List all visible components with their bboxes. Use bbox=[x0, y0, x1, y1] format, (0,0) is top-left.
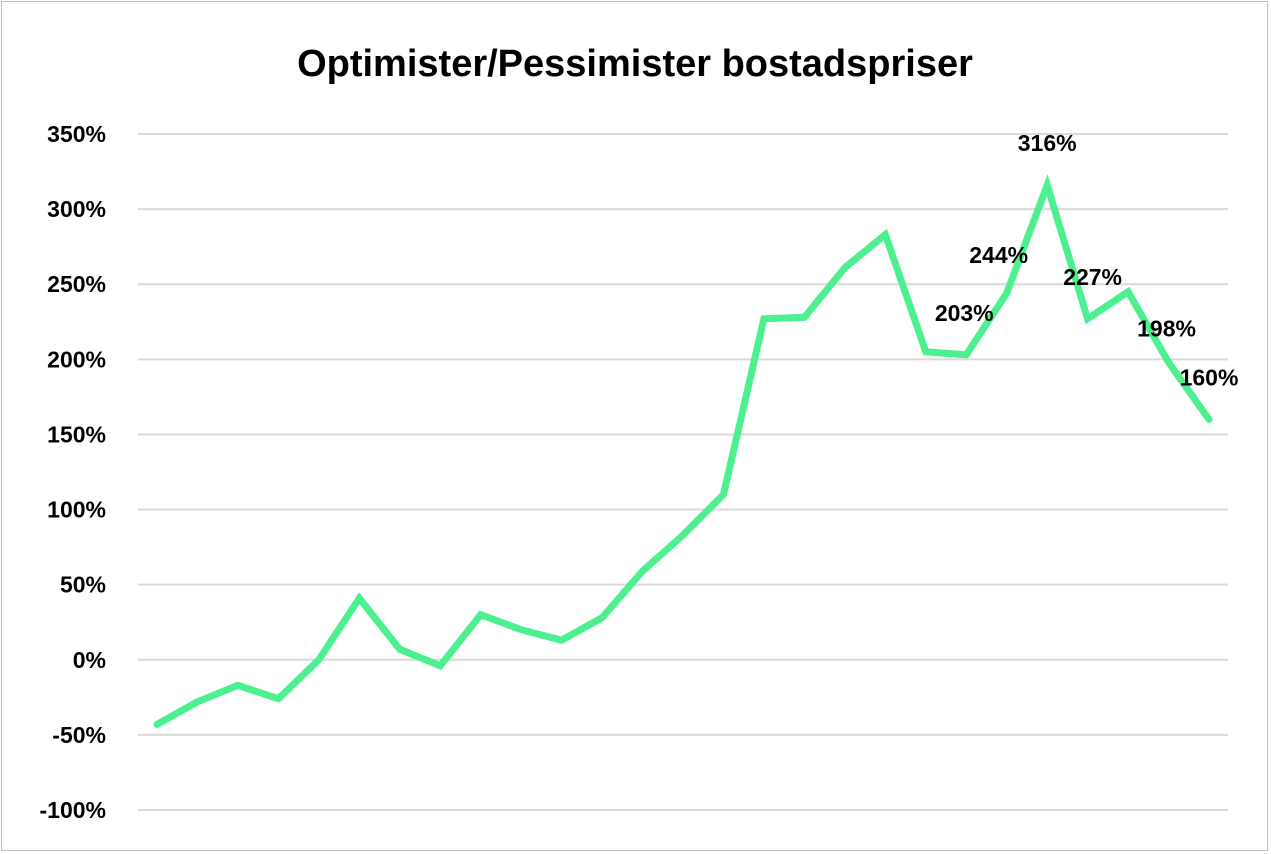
series-line bbox=[153, 174, 1213, 728]
data-label: 244% bbox=[969, 242, 1028, 268]
y-tick-label: -100% bbox=[40, 797, 106, 823]
data-label: 203% bbox=[935, 300, 994, 326]
data-label: 160% bbox=[1180, 364, 1239, 390]
y-tick-label: 200% bbox=[47, 346, 106, 372]
y-tick-label: 150% bbox=[47, 421, 106, 447]
y-tick-label: 350% bbox=[47, 121, 106, 147]
y-tick-label: 300% bbox=[47, 196, 106, 222]
y-tick-label: 250% bbox=[47, 271, 106, 297]
y-tick-label: 50% bbox=[60, 572, 106, 598]
y-tick-label: 0% bbox=[73, 647, 106, 673]
data-label: 198% bbox=[1137, 315, 1196, 341]
y-tick-label: 100% bbox=[47, 497, 106, 523]
data-label: 227% bbox=[1063, 264, 1122, 290]
y-tick-label: -50% bbox=[52, 722, 106, 748]
chart-title: Optimister/Pessimister bostadspriser bbox=[297, 43, 973, 85]
data-label: 316% bbox=[1018, 130, 1077, 156]
